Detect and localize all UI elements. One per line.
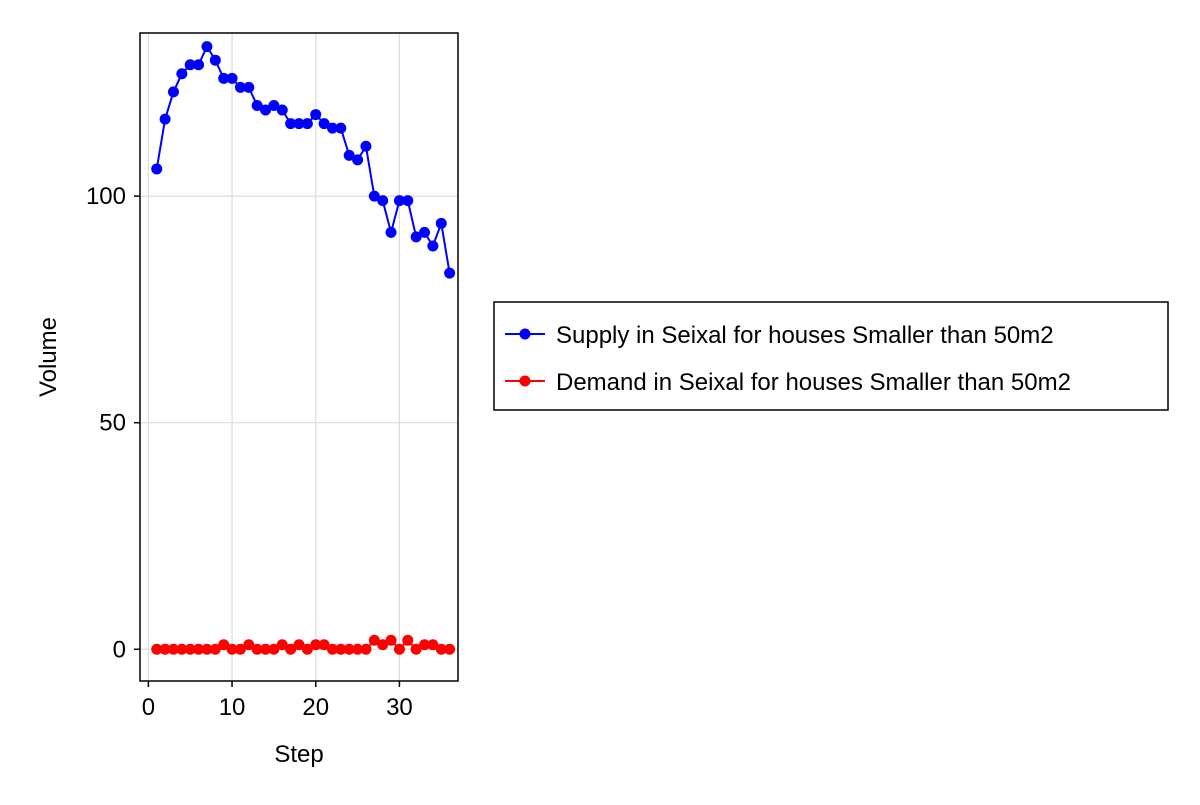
data-point-demand bbox=[151, 643, 163, 655]
data-point-demand bbox=[243, 639, 255, 651]
data-point-demand bbox=[343, 643, 355, 655]
data-point-demand bbox=[301, 643, 313, 655]
data-point-demand bbox=[402, 634, 414, 646]
data-point-demand bbox=[184, 643, 196, 655]
data-point-supply bbox=[251, 100, 263, 112]
data-point-demand bbox=[167, 643, 179, 655]
series-supply bbox=[151, 41, 456, 279]
legend-label-supply: Supply in Seixal for houses Smaller than… bbox=[556, 322, 1054, 349]
series-layer bbox=[151, 41, 456, 655]
series-demand bbox=[151, 634, 456, 655]
y-tick-label: 100 bbox=[86, 183, 126, 210]
data-point-demand bbox=[410, 643, 422, 655]
data-point-demand bbox=[435, 643, 447, 655]
x-tick-label: 20 bbox=[302, 694, 329, 721]
data-point-demand bbox=[385, 634, 397, 646]
data-point-demand bbox=[276, 639, 288, 651]
data-point-supply bbox=[360, 140, 372, 152]
data-point-supply bbox=[260, 104, 272, 116]
data-point-supply bbox=[352, 154, 364, 166]
data-point-demand bbox=[352, 643, 364, 655]
data-point-demand bbox=[193, 643, 205, 655]
data-point-supply bbox=[335, 122, 347, 134]
data-point-supply bbox=[402, 195, 414, 207]
data-point-supply bbox=[234, 81, 246, 93]
data-point-supply bbox=[368, 190, 380, 202]
data-point-demand bbox=[176, 643, 188, 655]
x-axis-label: Step bbox=[274, 741, 323, 768]
data-point-supply bbox=[419, 226, 431, 238]
data-point-demand bbox=[335, 643, 347, 655]
x-tick-label: 0 bbox=[142, 694, 155, 721]
data-point-supply bbox=[151, 163, 163, 175]
data-point-supply bbox=[293, 118, 305, 130]
data-point-supply bbox=[310, 109, 322, 121]
data-point-demand bbox=[251, 643, 263, 655]
data-point-supply bbox=[393, 195, 405, 207]
legend-label-demand: Demand in Seixal for houses Smaller than… bbox=[556, 369, 1071, 396]
data-point-demand bbox=[393, 643, 405, 655]
x-tick-label: 30 bbox=[386, 694, 413, 721]
data-point-demand bbox=[234, 643, 246, 655]
data-point-supply bbox=[218, 72, 230, 84]
data-point-demand bbox=[285, 643, 297, 655]
data-point-supply bbox=[226, 72, 238, 84]
data-point-supply bbox=[159, 113, 171, 125]
data-point-demand bbox=[268, 643, 280, 655]
data-point-demand bbox=[293, 639, 305, 651]
data-point-supply bbox=[385, 226, 397, 238]
data-point-demand bbox=[368, 634, 380, 646]
data-point-supply bbox=[193, 59, 205, 71]
data-point-supply bbox=[435, 217, 447, 229]
data-point-demand bbox=[310, 639, 322, 651]
data-point-demand bbox=[260, 643, 272, 655]
data-point-supply bbox=[167, 86, 179, 98]
data-point-supply bbox=[176, 68, 188, 80]
data-point-supply bbox=[276, 104, 288, 116]
data-point-demand bbox=[218, 639, 230, 651]
data-point-supply bbox=[427, 240, 439, 252]
data-point-demand bbox=[444, 643, 456, 655]
y-tick-label: 0 bbox=[113, 636, 126, 663]
data-point-supply bbox=[201, 41, 213, 53]
x-tick-label: 10 bbox=[219, 694, 246, 721]
data-point-demand bbox=[209, 643, 221, 655]
data-point-supply bbox=[326, 122, 338, 134]
data-point-supply bbox=[184, 59, 196, 71]
data-point-supply bbox=[243, 81, 255, 93]
data-point-supply bbox=[301, 118, 313, 130]
data-point-demand bbox=[226, 643, 238, 655]
data-point-demand bbox=[377, 639, 389, 651]
data-point-supply bbox=[377, 195, 389, 207]
data-point-supply bbox=[285, 118, 297, 130]
data-point-demand bbox=[318, 639, 330, 651]
y-tick-label: 50 bbox=[99, 410, 126, 437]
data-point-supply bbox=[343, 149, 355, 161]
data-point-supply bbox=[268, 100, 280, 112]
legend-swatch-marker-supply bbox=[519, 328, 531, 340]
plot-area bbox=[140, 33, 458, 681]
y-axis-label: Volume bbox=[35, 317, 62, 397]
data-point-supply bbox=[318, 118, 330, 130]
data-point-supply bbox=[209, 54, 221, 66]
legend: Supply in Seixal for houses Smaller than… bbox=[493, 301, 1169, 411]
data-point-demand bbox=[201, 643, 213, 655]
data-point-demand bbox=[427, 639, 439, 651]
legend-entry-supply: Supply in Seixal for houses Smaller than… bbox=[505, 322, 1054, 349]
data-point-supply bbox=[444, 267, 456, 279]
ticks: 0 10 20 30 0 50 100 bbox=[86, 183, 413, 721]
legend-box bbox=[493, 301, 1169, 411]
legend-swatch-marker-demand bbox=[519, 375, 531, 387]
data-point-supply bbox=[410, 231, 422, 243]
data-point-demand bbox=[419, 639, 431, 651]
data-point-demand bbox=[360, 643, 372, 655]
data-point-demand bbox=[326, 643, 338, 655]
legend-entry-demand: Demand in Seixal for houses Smaller than… bbox=[505, 369, 1071, 396]
data-point-demand bbox=[159, 643, 171, 655]
plot-frame bbox=[139, 32, 459, 682]
